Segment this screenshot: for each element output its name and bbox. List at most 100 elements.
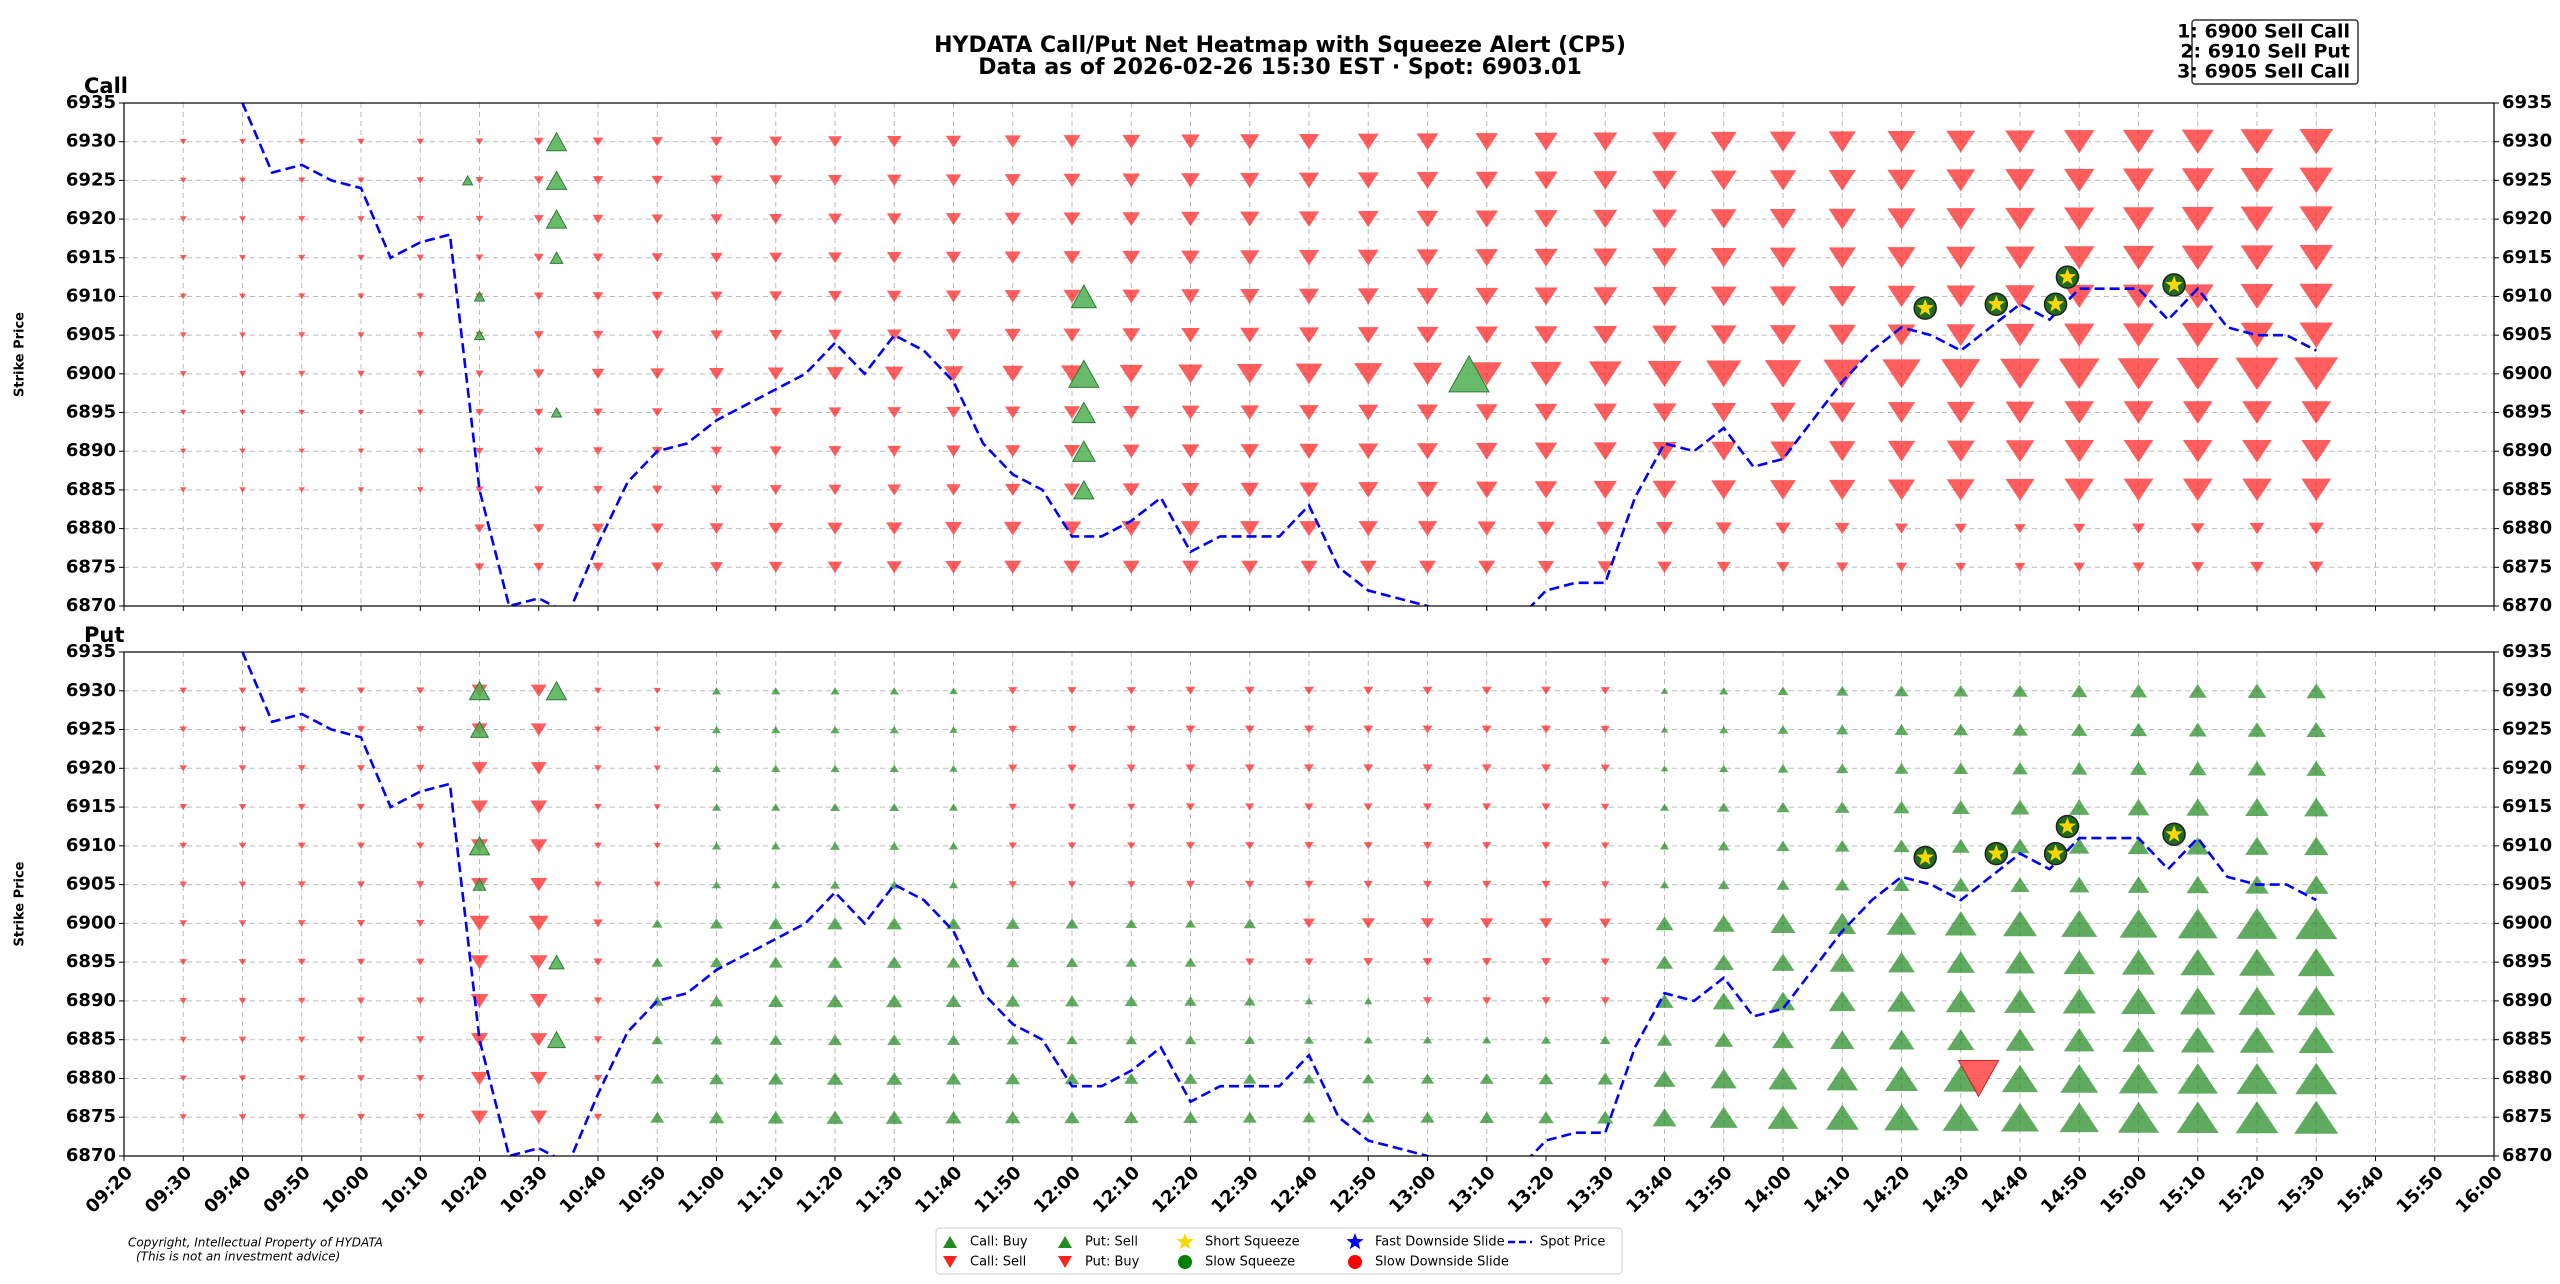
sell-triangle xyxy=(1060,365,1084,383)
sell-triangle xyxy=(1828,286,1856,307)
buy-triangle xyxy=(1363,1036,1373,1044)
sell-triangle xyxy=(593,1036,603,1044)
buy-triangle xyxy=(2010,877,2030,892)
sell-triangle xyxy=(298,177,306,184)
buy-triangle xyxy=(1599,1035,1611,1044)
sell-triangle xyxy=(357,409,365,416)
signal-marker xyxy=(472,877,487,891)
buy-triangle xyxy=(1660,687,1669,694)
buy-triangle xyxy=(1886,912,1917,935)
sell-triangle xyxy=(1067,803,1077,811)
buy-triangle xyxy=(1777,686,1789,696)
signal-marker xyxy=(473,329,486,341)
sell-triangle xyxy=(1063,212,1081,226)
sell-triangle xyxy=(475,138,484,145)
x-tick-label: 13:20 xyxy=(1504,1162,1559,1217)
buy-triangle xyxy=(1361,1112,1375,1123)
sell-triangle xyxy=(1530,361,1562,386)
sell-triangle xyxy=(2005,246,2035,270)
buy-triangle xyxy=(2069,799,2090,815)
sell-triangle xyxy=(2181,323,2214,348)
sell-triangle xyxy=(591,523,605,534)
buy-triangle xyxy=(2188,722,2207,737)
sell-triangle xyxy=(593,408,603,417)
sell-triangle xyxy=(1240,172,1260,188)
sell-triangle xyxy=(474,563,485,572)
sell-triangle xyxy=(2063,323,2095,347)
buy-triangle xyxy=(709,995,724,1007)
buy-triangle xyxy=(2118,1063,2159,1094)
sell-triangle xyxy=(1122,173,1141,188)
buy-triangle xyxy=(2239,948,2275,976)
y-axis-label: Strike Price xyxy=(13,312,28,397)
sell-triangle xyxy=(1710,209,1737,229)
buy-triangle xyxy=(1829,952,1855,972)
buy-triangle xyxy=(1004,1111,1021,1124)
sell-triangle xyxy=(1776,562,1790,573)
sell-triangle xyxy=(710,175,723,186)
legend-label: Spot Price xyxy=(1540,1235,1605,1250)
buy-triangle xyxy=(826,1110,844,1124)
buy-triangle xyxy=(1717,880,1730,890)
y-tick-label-right: 6910 xyxy=(2502,285,2552,306)
sell-triangle xyxy=(1299,521,1319,537)
buy-triangle xyxy=(1185,919,1196,928)
signal-marker xyxy=(545,680,568,701)
sell-triangle xyxy=(945,561,962,574)
sell-triangle xyxy=(1534,287,1558,306)
buy-triangle xyxy=(830,841,840,850)
sell-triangle xyxy=(886,135,902,148)
legend-marker xyxy=(1058,1236,1072,1248)
squeeze-star xyxy=(2058,268,2076,285)
buy-triangle xyxy=(1005,917,1020,929)
sell-triangle xyxy=(769,330,783,341)
sell-triangle xyxy=(1946,169,1976,192)
sell-triangle xyxy=(2122,284,2155,309)
sell-triangle xyxy=(533,215,544,224)
buy-triangle xyxy=(1364,997,1373,1005)
sell-triangle xyxy=(1298,133,1320,150)
buy-triangle xyxy=(1894,685,1909,697)
y-tick-label-right: 6915 xyxy=(2502,796,2552,817)
sell-triangle xyxy=(297,997,306,1005)
sell-triangle xyxy=(594,687,602,694)
sell-triangle xyxy=(357,687,365,695)
y-tick-label-right: 6905 xyxy=(2502,324,2552,345)
buy-triangle xyxy=(886,994,903,1008)
sell-triangle xyxy=(651,214,664,224)
sell-triangle xyxy=(1354,363,1383,385)
buy-triangle xyxy=(1951,877,1970,892)
sell-triangle xyxy=(2299,245,2334,271)
y-tick-label-right: 6885 xyxy=(2502,1029,2552,1050)
sell-triangle xyxy=(470,1071,489,1086)
buy-triangle xyxy=(1125,957,1138,967)
buy-triangle xyxy=(2127,837,2150,855)
legend-marker xyxy=(943,1256,957,1268)
buy-triangle xyxy=(767,1072,784,1085)
sell-triangle xyxy=(828,407,842,418)
sell-triangle xyxy=(2063,246,2095,270)
sell-triangle xyxy=(416,726,425,733)
squeeze-star xyxy=(1916,848,1934,865)
sell-triangle xyxy=(297,1075,306,1082)
sell-triangle xyxy=(238,726,247,733)
sell-triangle xyxy=(828,136,842,148)
x-tick-label: 10:50 xyxy=(615,1162,670,1217)
sell-triangle xyxy=(1652,286,1677,306)
alert-box xyxy=(2191,19,2359,85)
buy-triangle xyxy=(1951,838,1970,853)
sell-triangle xyxy=(768,522,784,535)
sell-triangle xyxy=(2301,478,2332,502)
sell-triangle xyxy=(1882,359,1921,389)
buy-triangle xyxy=(2005,1028,2035,1051)
y-tick-label: 6930 xyxy=(66,131,116,152)
buy-triangle xyxy=(948,880,959,889)
sell-triangle xyxy=(179,293,187,300)
buy-triangle xyxy=(830,880,840,889)
sell-triangle xyxy=(416,487,424,493)
sell-triangle xyxy=(1303,918,1315,929)
signal-marker xyxy=(1073,479,1095,500)
y-tick-label-right: 6880 xyxy=(2502,1067,2552,1088)
sell-triangle xyxy=(416,803,425,811)
sell-triangle xyxy=(1063,560,1081,574)
